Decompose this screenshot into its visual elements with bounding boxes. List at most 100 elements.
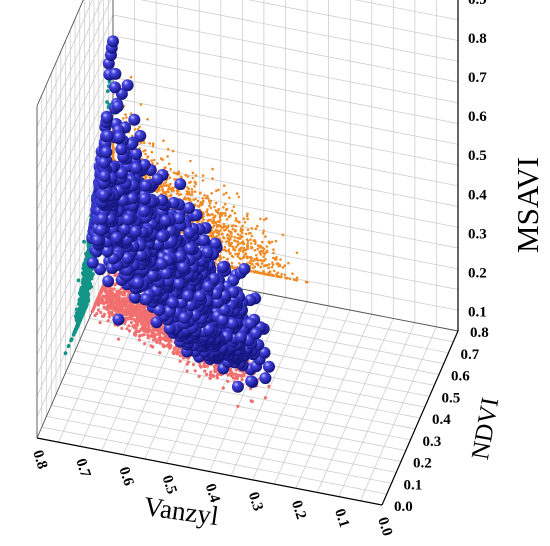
projection-point (124, 113, 127, 116)
projection-point (236, 255, 240, 258)
projection-point (95, 312, 99, 316)
projection-point (214, 221, 218, 225)
projection-point (232, 205, 236, 208)
projection-point (271, 274, 275, 277)
data-point (234, 331, 247, 344)
projection-point (222, 193, 226, 196)
projection-point (208, 202, 212, 205)
projection-point (268, 270, 272, 274)
projection-point (167, 187, 170, 191)
projection-point (129, 112, 133, 115)
projection-point (239, 229, 243, 232)
projection-point (210, 192, 213, 195)
projection-point (106, 307, 110, 311)
projection-point (189, 159, 192, 163)
grid-line (36, 0, 93, 127)
projection-point (249, 399, 253, 403)
projection-point (158, 341, 162, 345)
projection-point (117, 295, 121, 299)
projection-point (259, 271, 263, 275)
projection-point (146, 118, 149, 121)
projection-point (104, 297, 108, 301)
projection-point (246, 217, 249, 221)
projection-point (261, 249, 265, 253)
projection-point (105, 291, 109, 295)
projection-point (81, 296, 86, 301)
grid-line (247, 0, 459, 41)
projection-point (168, 183, 171, 186)
projection-point (275, 255, 278, 259)
projection-point (237, 252, 241, 255)
projection-point (166, 155, 169, 158)
projection-point (205, 372, 209, 377)
projection-point (190, 193, 194, 196)
projection-point (204, 196, 208, 200)
projection-point (161, 158, 164, 161)
projection-point (123, 316, 127, 320)
projection-point (209, 234, 212, 238)
projection-point (236, 240, 240, 243)
projection-point (217, 188, 220, 192)
projection-point (146, 323, 150, 327)
projection-point (201, 217, 205, 220)
projection-point (93, 302, 97, 306)
projection-point (245, 214, 249, 218)
projection-point (120, 326, 124, 330)
projection-point (84, 301, 89, 306)
projection-point (224, 211, 227, 215)
projection-point (215, 225, 219, 229)
projection-point (256, 247, 260, 251)
projection-point (151, 345, 155, 349)
projection-point (186, 360, 190, 364)
projection-point (211, 177, 214, 180)
projection-point (245, 255, 248, 258)
projection-point (175, 192, 179, 195)
projection-point (160, 185, 163, 189)
projection-point (112, 287, 116, 291)
projection-point (262, 218, 266, 222)
projection-point (120, 297, 124, 301)
projection-point (192, 198, 195, 201)
projection-point (234, 368, 238, 372)
projection-point (294, 278, 297, 282)
projection-point (229, 373, 233, 378)
projection-point (246, 212, 249, 216)
projection-point (63, 351, 68, 356)
projection-point (125, 327, 129, 331)
projection-point (74, 327, 78, 332)
projection-point (107, 303, 111, 307)
projection-point (196, 199, 200, 203)
projection-point (263, 259, 266, 262)
projection-point (135, 321, 139, 325)
grid-line (36, 14, 114, 190)
projection-point (83, 258, 88, 263)
projection-point (262, 229, 266, 233)
projection-point (144, 176, 148, 179)
data-point (259, 372, 272, 385)
projection-point (152, 313, 156, 317)
projection-point (217, 208, 220, 211)
data-point (203, 323, 216, 336)
projection-point (101, 285, 105, 289)
projection-point (172, 347, 176, 352)
projection-point (270, 265, 274, 269)
projection-point (167, 190, 170, 194)
projection-point (193, 185, 196, 188)
projection-point (112, 304, 116, 308)
projection-point (277, 264, 280, 268)
projection-point (125, 302, 129, 306)
projection-point (214, 228, 218, 232)
data-point (231, 380, 244, 393)
projection-point (234, 219, 238, 222)
projection-point (248, 256, 252, 259)
projection-point (140, 333, 144, 337)
projection-point (157, 187, 161, 190)
projection-point (137, 338, 141, 342)
projection-point (111, 156, 115, 159)
projection-point (222, 184, 226, 187)
projection-point (167, 162, 171, 166)
projection-point (101, 314, 106, 318)
projection-point (119, 300, 123, 304)
projection-point (249, 238, 252, 241)
projection-point (272, 269, 276, 273)
